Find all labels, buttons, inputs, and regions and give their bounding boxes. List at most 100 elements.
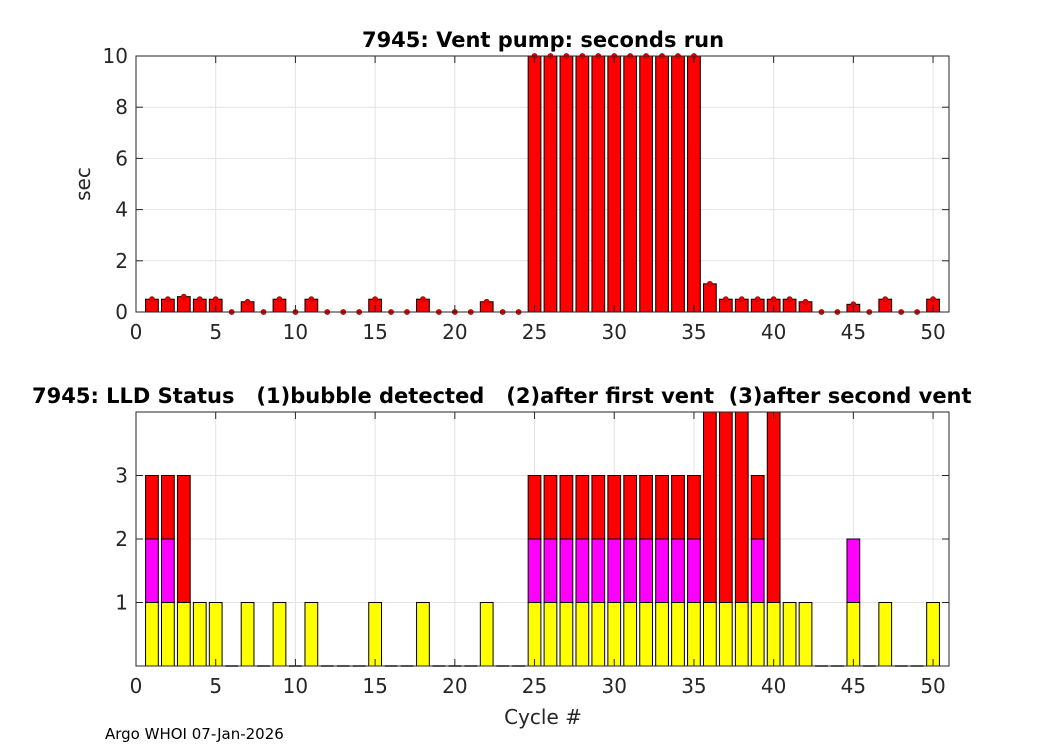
chart1-point <box>164 296 171 303</box>
chart2-xtick-label: 10 <box>283 674 308 698</box>
chart1-plot-area <box>136 56 949 312</box>
chart1-point <box>738 296 745 303</box>
chart2-bar-segment <box>607 475 622 540</box>
chart2-bar-segment <box>559 602 574 667</box>
chart2-bar-segment <box>607 602 622 667</box>
chart1-frame <box>135 55 950 313</box>
chart1-xtick-label: 40 <box>761 320 786 344</box>
chart1-point <box>149 296 155 303</box>
chart2-bar-segment <box>703 411 717 603</box>
chart1-xtick-label: 15 <box>362 320 387 344</box>
chart2-bar-segment <box>766 602 781 667</box>
chart1-point <box>802 298 809 305</box>
chart2-bar-segment <box>878 602 893 667</box>
chart1-bar <box>623 55 638 313</box>
chart2-xtick-label: 30 <box>602 674 627 698</box>
chart2-bar-segment <box>368 602 382 667</box>
chart2-bar-segment <box>240 602 255 667</box>
chart2-bar-segment <box>575 602 590 667</box>
chart1-ticks: 0 5 10 15 20 25 30 35 40 45 50 0 2 4 6 8 10 <box>103 44 949 344</box>
chart1-bar <box>575 55 590 313</box>
chart2-bar-segment <box>671 475 685 540</box>
chart2-bar-segment <box>591 602 606 667</box>
chart2-bar-segment <box>176 602 191 667</box>
chart2-ticks: 0 5 10 15 20 25 30 35 40 45 50 1 2 3 <box>115 412 949 698</box>
chart2-bar-segment <box>750 602 765 667</box>
chart2-xtick-label: 15 <box>362 674 387 698</box>
chart2-bar-segment <box>145 538 159 603</box>
chart1-ytick-label: 4 <box>115 198 128 222</box>
chart2-bar-segment <box>192 602 207 667</box>
chart1-bar <box>527 55 542 313</box>
chart1-bar <box>655 55 669 313</box>
chart1-bar <box>591 55 606 313</box>
chart1-ylabel: sec <box>71 167 95 201</box>
chart2-bar-segment <box>527 475 542 540</box>
chart1-xtick-label: 10 <box>283 320 308 344</box>
chart1-xtick-label: 30 <box>602 320 627 344</box>
chart2-bar-segment <box>161 538 175 603</box>
chart1-point <box>882 296 889 303</box>
chart1-ytick-label: 2 <box>115 249 128 273</box>
chart1-point <box>244 298 251 305</box>
chart1-ytick-label: 6 <box>115 146 128 170</box>
chart2-bar-segment <box>734 411 749 603</box>
chart2-bar-segment <box>145 602 159 667</box>
chart2-bar-segment <box>782 602 797 667</box>
chart2-bar-segment <box>145 475 159 540</box>
chart1-xtick-label: 20 <box>442 320 467 344</box>
chart2-xtick-label: 50 <box>920 674 945 698</box>
chart2-xtick-label: 35 <box>681 674 706 698</box>
chart2-bar-segment <box>623 475 638 540</box>
chart2-bar-segment <box>734 602 749 667</box>
chart2-xtick-label: 20 <box>442 674 467 698</box>
chart1-point <box>770 296 777 303</box>
chart2-title: 7945: LLD Status (1)bubble detected (2)a… <box>32 384 972 408</box>
chart1-point <box>483 298 490 305</box>
chart2-bar-segment <box>161 602 175 667</box>
chart2-bar-segment <box>750 475 765 540</box>
chart1-xtick-label: 5 <box>209 320 222 344</box>
chart2-ytick-label: 3 <box>115 464 128 488</box>
chart1-point <box>930 296 936 303</box>
chart2-bar-segment <box>703 602 717 667</box>
chart2-xtick-label: 0 <box>130 674 143 698</box>
chart1-bar <box>543 55 558 313</box>
chart1-xtick-label: 50 <box>920 320 945 344</box>
lld-status-chart: 0 5 10 15 20 25 30 35 40 45 50 1 2 3 7945: LLD Status… <box>32 384 972 729</box>
chart2-bar-segment <box>926 602 940 667</box>
chart2-bar-segment <box>766 411 781 603</box>
chart2-bar-segment <box>559 475 574 540</box>
chart1-title: 7945: Vent pump: seconds run <box>362 28 724 52</box>
chart2-bar-segment <box>750 538 765 603</box>
chart1-xtick-label: 0 <box>130 320 143 344</box>
chart1-bar <box>639 55 653 313</box>
chart2-bar-segment <box>591 475 606 540</box>
chart2-bar-segment <box>575 538 590 603</box>
chart2-bar-segment <box>623 538 638 603</box>
chart2-bar-segment <box>639 538 653 603</box>
vent-pump-chart: 0 5 10 15 20 25 30 35 40 45 50 0 2 4 6 8 10 7945: Vent p… <box>71 28 950 344</box>
chart2-bar-segment <box>575 475 590 540</box>
chart1-xtick-label: 35 <box>681 320 706 344</box>
chart2-bar-segment <box>687 538 701 603</box>
chart1-point <box>372 296 379 303</box>
chart1-point <box>706 280 713 287</box>
chart2-xtick-label: 5 <box>209 674 222 698</box>
chart1-point <box>308 296 315 303</box>
chart2-bar-segment <box>639 475 653 540</box>
chart1-point <box>786 296 793 303</box>
chart2-bar-segment <box>543 602 558 667</box>
chart2-ytick-label: 1 <box>115 591 128 615</box>
chart2-bar-segment <box>543 475 558 540</box>
chart2-bar-segment <box>479 602 494 667</box>
chart1-bar <box>671 55 685 313</box>
chart1-point <box>276 296 283 303</box>
chart2-bar-segment <box>161 475 175 540</box>
chart2-bar-segment <box>591 538 606 603</box>
chart2-bars <box>145 411 940 667</box>
chart1-ytick-label: 8 <box>115 95 128 119</box>
chart1-xtick-label: 25 <box>522 320 547 344</box>
chart2-bar-segment <box>527 602 542 667</box>
